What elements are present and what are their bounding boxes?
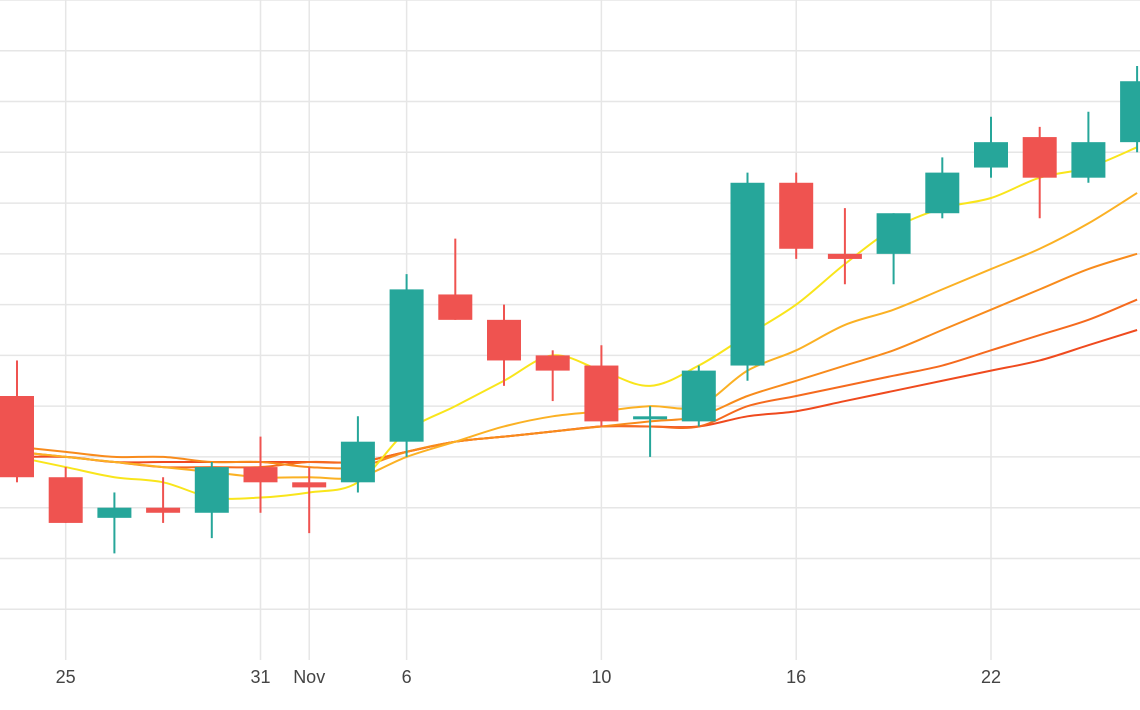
candle-down <box>584 345 619 427</box>
candle-body <box>146 507 181 513</box>
candle-down <box>487 304 521 386</box>
x-tick-label: 10 <box>591 667 611 687</box>
moving-average-lines <box>16 146 1138 500</box>
x-tick-label: 25 <box>56 667 76 687</box>
candle-up <box>974 116 1008 178</box>
moving-average-line-5 <box>16 329 1138 464</box>
candle-down <box>146 477 181 523</box>
candle-down <box>292 467 327 534</box>
candle-up <box>925 157 960 219</box>
candle-body <box>1071 142 1106 178</box>
candles <box>0 66 1140 554</box>
candle-up <box>194 462 229 539</box>
candle-body <box>925 172 960 214</box>
x-tick-label: 31 <box>250 667 270 687</box>
candle-up <box>97 492 132 554</box>
candle-up <box>730 172 765 381</box>
candle-body <box>681 370 716 422</box>
candle-up <box>633 406 668 457</box>
candle-body <box>340 441 375 483</box>
grid <box>0 0 1140 660</box>
candle-body <box>1120 81 1140 143</box>
candle-body <box>243 467 278 483</box>
candle-up <box>1071 111 1106 183</box>
candle-body <box>779 182 814 249</box>
candle-up <box>1120 66 1140 153</box>
candle-up <box>340 416 375 493</box>
candle-body <box>487 319 521 361</box>
candle-down <box>827 208 862 285</box>
candle-down <box>0 360 34 483</box>
candle-down <box>243 436 278 513</box>
candle-down <box>535 350 570 402</box>
candle-body <box>633 416 668 420</box>
x-tick-label: 22 <box>981 667 1001 687</box>
candle-body <box>827 253 862 259</box>
candle-body <box>292 482 327 488</box>
candle-down <box>779 172 814 259</box>
moving-average-line-1 <box>16 146 1138 500</box>
candle-down <box>438 238 473 320</box>
candle-body <box>389 289 424 442</box>
candle-body <box>584 365 619 422</box>
x-tick-label: Nov <box>293 667 325 687</box>
candle-body <box>535 355 570 371</box>
x-tick-label: 6 <box>402 667 412 687</box>
candle-body <box>194 467 229 513</box>
candle-body <box>1022 137 1057 178</box>
moving-average-line-3 <box>16 252 1138 470</box>
moving-average-line-2 <box>16 192 1138 480</box>
candle-up <box>389 274 424 457</box>
candle-body <box>438 294 473 320</box>
candle-up <box>876 213 911 285</box>
moving-average-line-4 <box>16 298 1138 469</box>
candle-body <box>97 507 132 518</box>
candle-body <box>0 396 34 478</box>
candle-down <box>48 467 83 523</box>
candle-body <box>876 213 911 254</box>
candle-down <box>1022 126 1057 219</box>
candle-body <box>730 182 765 366</box>
x-axis: 25 31 Nov 6 10 16 22 <box>56 667 1001 687</box>
candle-up <box>681 365 716 427</box>
x-tick-label: 16 <box>786 667 806 687</box>
candle-body <box>48 477 83 523</box>
candle-body <box>974 142 1008 168</box>
